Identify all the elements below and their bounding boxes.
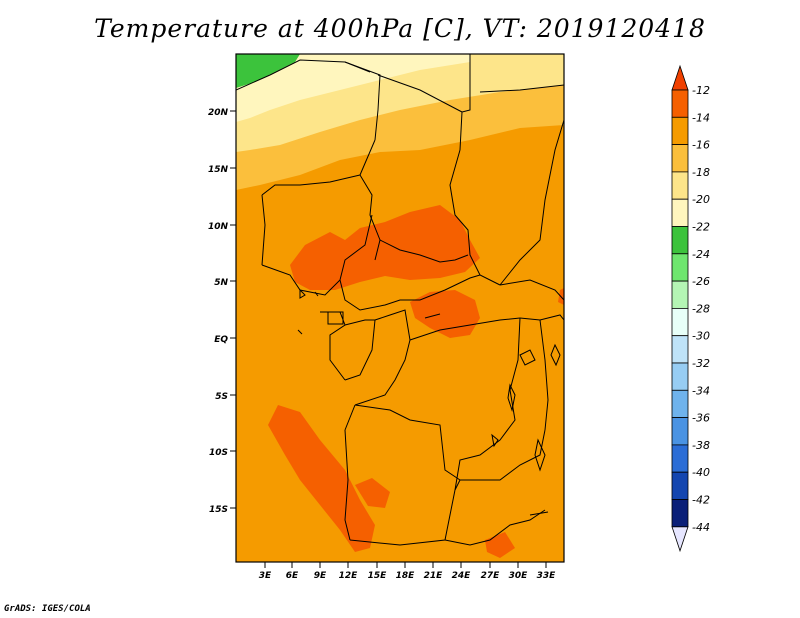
colorbar: -12 -14 -16 -18 -20 -22 -24 -26 -28 -30 -32 -34 -36 -… <box>671 64 710 553</box>
colorbar-swatch <box>671 171 689 200</box>
colorbar-swatch <box>671 444 689 473</box>
colorbar-swatch <box>671 335 689 364</box>
colorbar-swatch <box>671 307 689 337</box>
country-borders <box>236 54 564 546</box>
colorbar-label: -20 <box>692 193 710 206</box>
lon-tick-label: 9E <box>314 571 327 581</box>
lon-tick-label: 33E <box>537 571 557 581</box>
colorbar-label: -44 <box>692 521 710 534</box>
colorbar-swatch <box>671 144 689 173</box>
lon-tick-label: 24E <box>452 571 472 581</box>
map-title: Temperature at 400hPa [C], VT: 201912041… <box>94 14 706 43</box>
lat-tick-label: 15S <box>209 505 228 515</box>
lon-tick-label: 27E <box>481 571 501 581</box>
lat-tick-label: EQ <box>214 335 228 345</box>
lat-tick-label: 20N <box>208 108 229 118</box>
map-frame <box>235 53 565 563</box>
colorbar-label: -22 <box>692 221 710 234</box>
colorbar-label: -34 <box>692 384 710 397</box>
lon-tick-label: 3E <box>259 571 272 581</box>
colorbar-swatch <box>671 198 689 227</box>
lat-tick-label: 5S <box>215 392 228 402</box>
colorbar-label: -12 <box>692 84 710 97</box>
colorbar-swatch <box>671 362 689 391</box>
colorbar-label: -28 <box>692 302 710 315</box>
lat-tick-label: 15N <box>208 165 229 175</box>
colorbar-arrow-bottom <box>671 526 689 553</box>
lon-tick-label: 30E <box>509 571 529 581</box>
colorbar-swatch <box>671 253 689 282</box>
lon-tick-label: 12E <box>339 571 359 581</box>
colorbar-label: -26 <box>692 275 710 288</box>
lon-tick-label: 18E <box>396 571 416 581</box>
colorbar-swatch <box>671 499 689 528</box>
colorbar-label: -16 <box>692 139 710 152</box>
colorbar-label: -36 <box>692 412 710 425</box>
colorbar-label: -30 <box>692 330 710 343</box>
colorbar-swatch <box>671 89 689 118</box>
colorbar-swatch <box>671 389 689 418</box>
lon-tick-label: 6E <box>286 571 299 581</box>
colorbar-swatch <box>671 226 689 255</box>
lon-tick-label: 15E <box>368 571 388 581</box>
temperature-field <box>236 54 564 562</box>
colorbar-label: -42 <box>692 494 710 507</box>
colorbar-label: -14 <box>692 111 710 124</box>
lat-tick-label: 5N <box>214 278 228 288</box>
colorbar-label: -32 <box>692 357 710 370</box>
colorbar-swatch <box>671 116 689 146</box>
latitude-axis: 20N 15N 10N 5N EQ 5S 10S 15S <box>208 108 236 515</box>
lon-tick-label: 21E <box>424 571 444 581</box>
colorbar-swatch <box>671 471 689 500</box>
grads-credit: GrADS: IGES/COLA <box>4 604 91 614</box>
colorbar-label: -40 <box>692 466 710 479</box>
longitude-axis: 3E 6E 9E 12E 15E 18E 21E 24E 27E 30E 33E <box>259 562 556 581</box>
colorbar-swatch <box>671 417 689 446</box>
lat-tick-label: 10S <box>209 448 228 458</box>
colorbar-label: -24 <box>692 248 710 261</box>
colorbar-label: -18 <box>692 166 710 179</box>
colorbar-label: -38 <box>692 439 710 452</box>
colorbar-swatch <box>671 280 689 309</box>
colorbar-arrow-top <box>671 64 689 91</box>
lat-tick-label: 10N <box>208 222 229 232</box>
